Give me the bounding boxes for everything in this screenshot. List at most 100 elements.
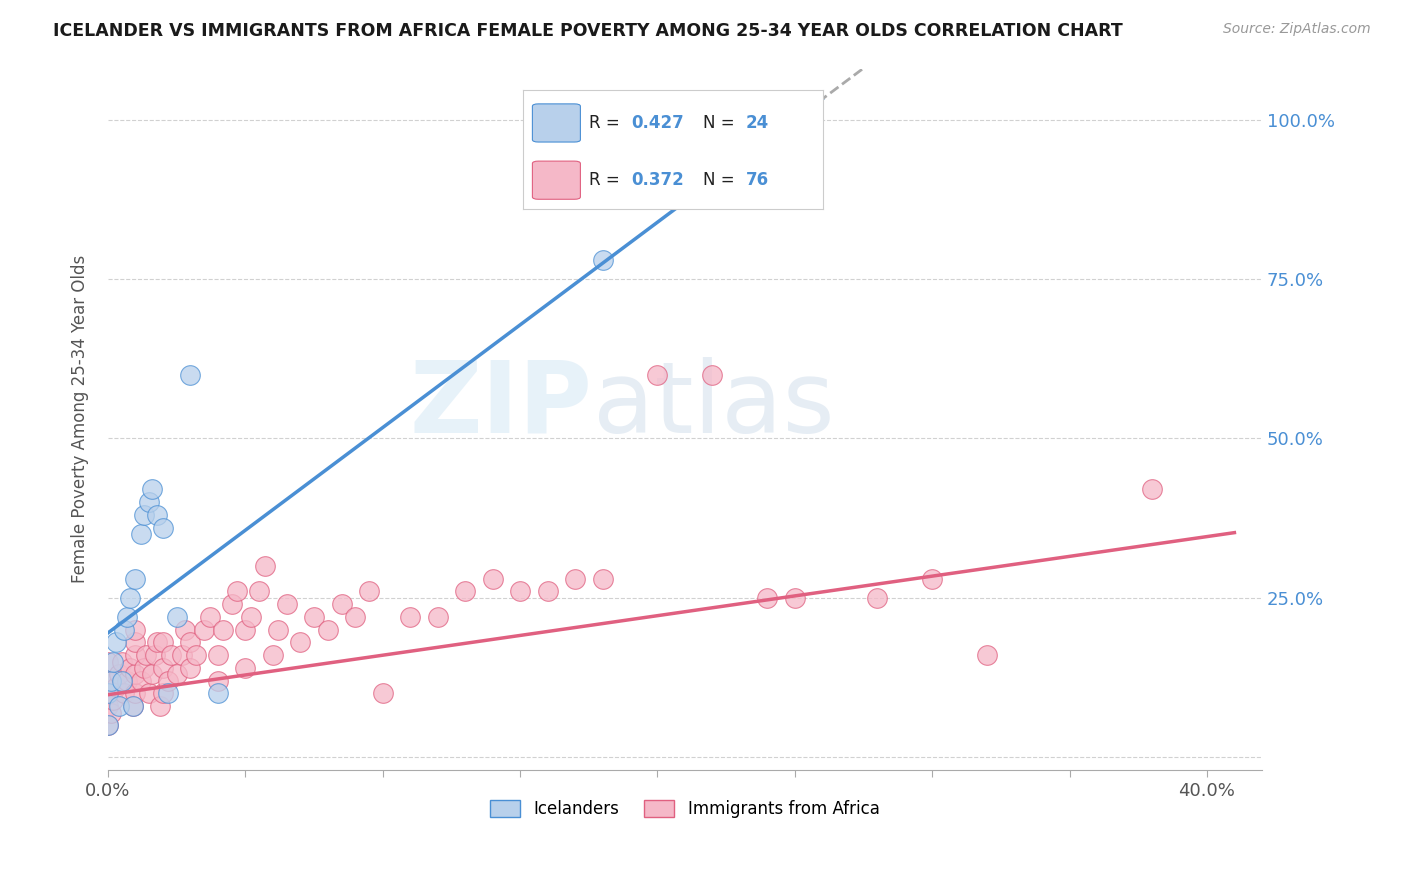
Point [105,635,128,649]
Point [592,252,614,267]
Point [316,623,339,637]
Point [207,648,229,663]
Text: ZIP: ZIP [409,357,593,454]
Point [207,673,229,688]
Point [97,718,120,732]
Point [247,584,270,599]
Point [262,648,284,663]
Point [132,508,155,522]
Point [179,661,201,675]
Point [1140,483,1163,497]
Point [426,610,449,624]
Point [124,648,146,663]
Point [124,572,146,586]
Point [108,699,131,714]
Point [193,623,215,637]
Point [592,572,614,586]
Point [536,584,558,599]
Point [174,623,197,637]
Text: ICELANDER VS IMMIGRANTS FROM AFRICA FEMALE POVERTY AMONG 25-34 YEAR OLDS CORRELA: ICELANDER VS IMMIGRANTS FROM AFRICA FEMA… [53,22,1123,40]
Point [866,591,889,605]
Point [647,368,669,382]
Point [267,623,290,637]
Point [235,661,257,675]
Point [118,591,141,605]
Point [179,635,201,649]
Point [179,368,201,382]
Point [702,368,724,382]
Point [138,686,160,700]
Legend: Icelanders, Immigrants from Africa: Icelanders, Immigrants from Africa [484,793,886,825]
Point [226,584,249,599]
Point [108,667,131,681]
Point [481,572,503,586]
Point [276,597,298,611]
Point [97,673,120,688]
Point [290,635,312,649]
Point [221,597,243,611]
Point [114,623,136,637]
Point [921,572,943,586]
Point [118,661,141,675]
Point [756,591,779,605]
Point [141,667,163,681]
Point [138,495,160,509]
Point [564,572,586,586]
Point [97,686,120,700]
Point [111,673,134,688]
Text: Source: ZipAtlas.com: Source: ZipAtlas.com [1223,22,1371,37]
Point [239,610,262,624]
Point [115,610,138,624]
Point [124,623,146,637]
Point [146,508,169,522]
Point [143,648,166,663]
Point [357,584,380,599]
Point [103,655,125,669]
Point [330,597,353,611]
Point [152,635,174,649]
Point [124,667,146,681]
Point [212,623,235,637]
Point [152,661,174,675]
Point [454,584,477,599]
Point [97,686,120,700]
Point [129,673,152,688]
Point [152,686,174,700]
Point [97,699,120,714]
Point [97,655,120,669]
Text: atlas: atlas [593,357,834,454]
Point [399,610,422,624]
Point [253,558,276,573]
Point [100,673,122,688]
Point [149,699,172,714]
Point [371,686,394,700]
Point [160,648,183,663]
Point [198,610,221,624]
Point [97,718,120,732]
Point [132,661,155,675]
Point [100,706,122,720]
Point [184,648,207,663]
Point [344,610,367,624]
Point [135,648,157,663]
Point [166,667,188,681]
Point [783,591,806,605]
Point [141,483,163,497]
Point [172,648,194,663]
Point [207,686,229,700]
Point [152,521,174,535]
Point [146,635,169,649]
Point [124,635,146,649]
Y-axis label: Female Poverty Among 25-34 Year Olds: Female Poverty Among 25-34 Year Olds [72,255,89,583]
Point [166,610,188,624]
Point [157,673,180,688]
Point [103,693,125,707]
Point [114,686,136,700]
Point [509,584,531,599]
Point [121,699,143,714]
Point [302,610,325,624]
Point [157,686,180,700]
Point [111,655,134,669]
Point [976,648,998,663]
Point [124,686,146,700]
